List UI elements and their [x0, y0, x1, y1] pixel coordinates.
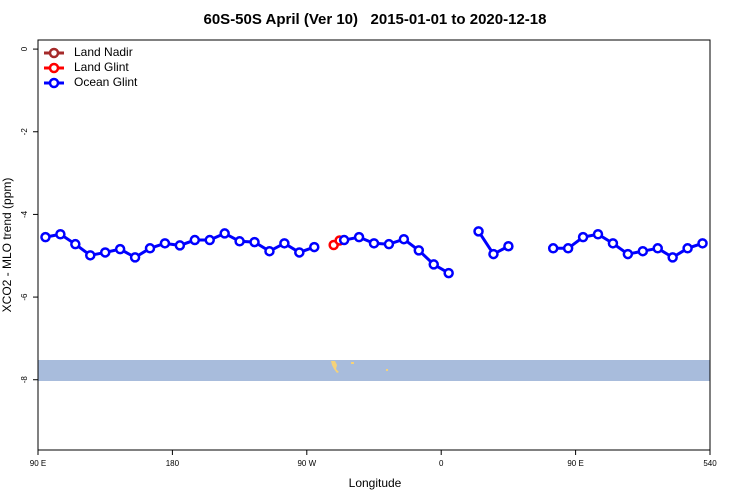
point [174, 240, 186, 251]
x-tick-label: 90 E [567, 459, 583, 468]
point [279, 238, 290, 249]
point [234, 236, 245, 247]
legend-label: Land Glint [74, 60, 129, 74]
point [129, 252, 141, 263]
point [99, 247, 111, 258]
point [204, 234, 215, 246]
legend-swatch [48, 62, 60, 74]
point [622, 248, 634, 260]
x-tick-label: 90 W [297, 459, 316, 468]
y-tick-label: 0 [20, 46, 29, 51]
point [309, 241, 320, 253]
land-patch [351, 362, 354, 364]
point [189, 234, 201, 246]
point [577, 231, 589, 243]
y-tick-label: -6 [20, 293, 29, 301]
x-tick-label: 0 [439, 459, 444, 468]
point [473, 226, 484, 237]
point [488, 248, 499, 260]
legend-swatch [48, 47, 60, 59]
point [607, 238, 619, 249]
point [682, 243, 693, 254]
point [264, 245, 275, 257]
y-tick-label: -4 [20, 210, 29, 218]
land-patch [386, 369, 388, 371]
point [55, 229, 66, 240]
point [114, 243, 126, 255]
point [697, 238, 708, 249]
point [368, 238, 380, 249]
point [547, 243, 559, 254]
point [667, 252, 678, 263]
y-tick-label: -2 [20, 128, 29, 136]
x-tick-label: 90 E [30, 459, 46, 468]
point [503, 240, 514, 252]
legend-swatch [48, 77, 60, 89]
series-line [45, 230, 704, 275]
point [353, 231, 365, 243]
point [652, 243, 663, 254]
point [40, 231, 51, 243]
y-axis-label: XCO2 - MLO trend (ppm) [0, 178, 14, 313]
map-strip [38, 360, 710, 381]
point [398, 233, 410, 245]
legend-label: Ocean Glint [74, 75, 138, 89]
point [428, 259, 439, 270]
point [637, 245, 649, 257]
x-axis-label: Longitude [349, 476, 402, 490]
point [85, 250, 96, 261]
point [294, 247, 305, 258]
point [144, 243, 156, 254]
plot-frame [37, 39, 711, 451]
point [383, 238, 395, 250]
point [338, 234, 350, 246]
land-patch [331, 361, 339, 373]
legend-label: Land Nadir [74, 45, 133, 59]
point [592, 229, 604, 240]
point [562, 243, 574, 254]
point [159, 238, 171, 249]
point [413, 245, 425, 256]
point [70, 238, 81, 250]
point [249, 236, 260, 248]
point [443, 267, 454, 279]
x-tick-label: 180 [166, 459, 180, 468]
y-tick-label: -8 [20, 376, 29, 384]
chart-title: 60S-50S April (Ver 10) 2015-01-01 to 202… [204, 11, 547, 28]
x-tick-label: 540 [703, 459, 717, 468]
point [219, 228, 230, 239]
